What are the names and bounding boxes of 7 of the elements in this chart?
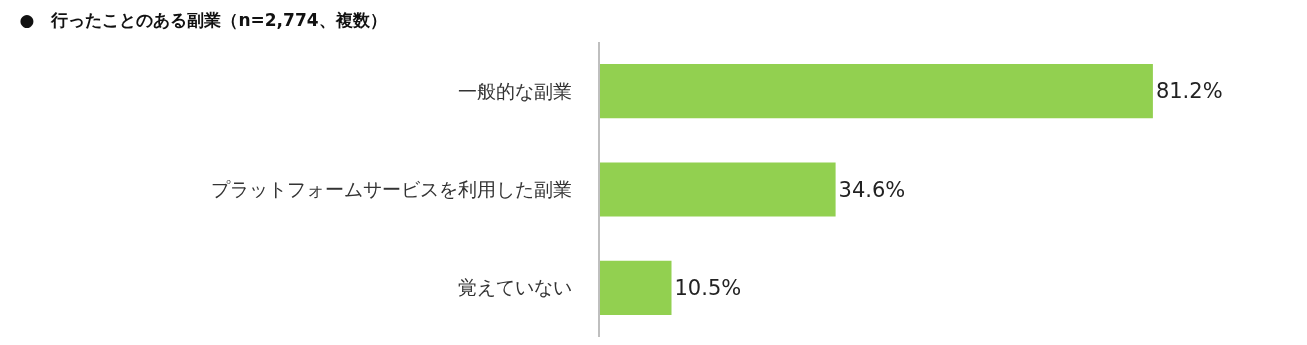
text: ● 行ったことのある副業（n=2,774、複数） bbox=[19, 9, 387, 30]
y-tick-label: プラットフォームサービスを利用した副業 bbox=[211, 178, 573, 201]
data-label: 10.5% bbox=[674, 275, 742, 300]
y-tick-label: 覚えていない bbox=[458, 276, 573, 299]
y-tick-label: 一般的な副業 bbox=[458, 79, 573, 102]
data-label: 81.2% bbox=[1155, 79, 1223, 104]
data-label: 34.6% bbox=[838, 177, 906, 202]
